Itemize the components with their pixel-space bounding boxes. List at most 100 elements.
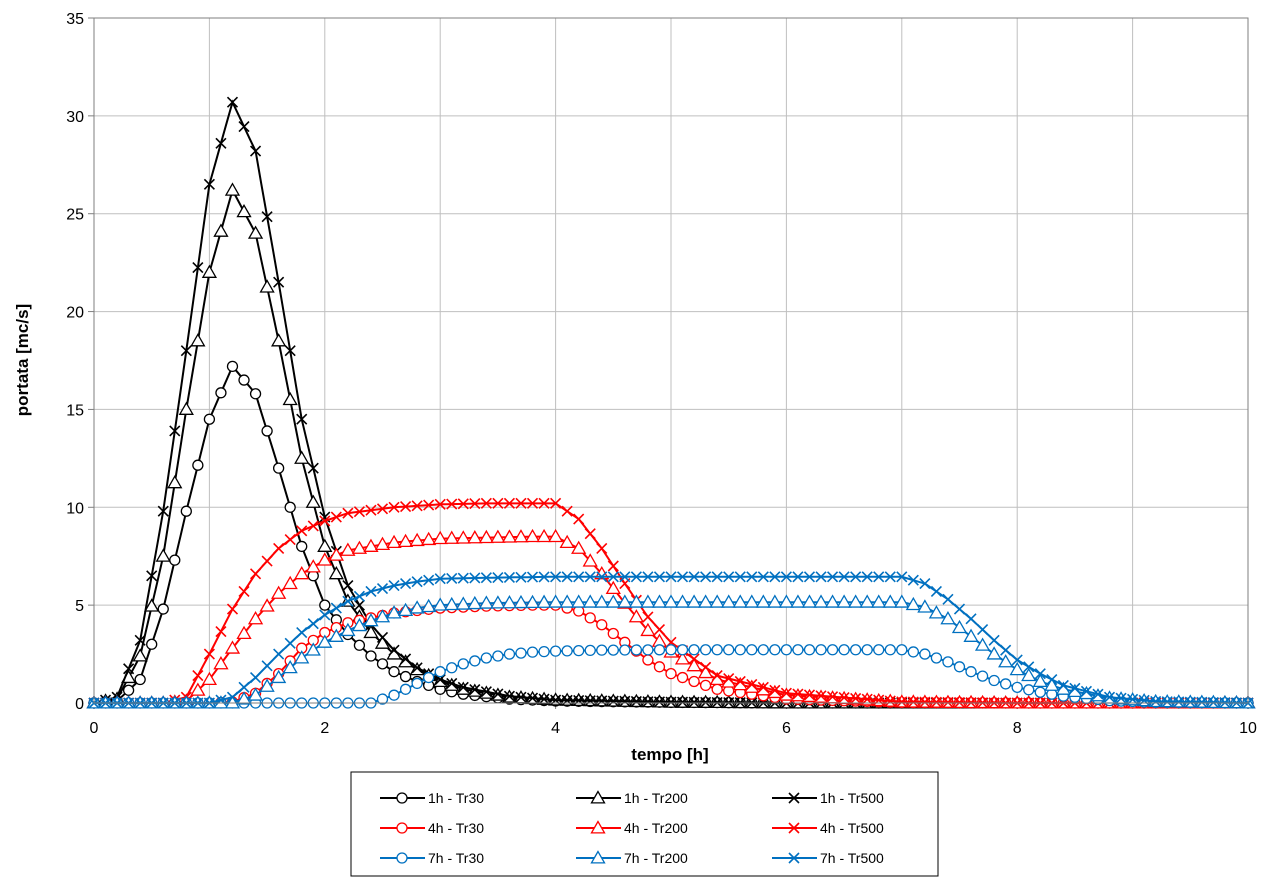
data-point	[155, 548, 171, 562]
data-point	[411, 576, 423, 588]
data-point	[848, 594, 864, 608]
data-point	[850, 571, 862, 583]
data-point	[236, 691, 252, 705]
data-point	[478, 595, 494, 609]
data-point	[296, 540, 308, 553]
data-point	[873, 644, 885, 656]
data-point	[803, 571, 816, 583]
data-point	[330, 602, 342, 614]
data-point	[986, 646, 1002, 660]
data-point	[953, 696, 966, 708]
data-point	[653, 661, 666, 673]
data-point	[584, 695, 596, 707]
legend-marker	[590, 850, 606, 864]
data-point	[571, 594, 587, 608]
data-point	[467, 595, 483, 610]
legend-item: 7h - Tr500	[772, 850, 884, 866]
data-point	[399, 670, 412, 683]
data-point	[271, 585, 287, 599]
data-point	[653, 624, 666, 636]
data-point	[653, 644, 666, 656]
data-point	[386, 605, 402, 619]
data-point	[594, 594, 610, 608]
data-point	[457, 658, 469, 670]
data-point	[1000, 678, 1012, 690]
data-point	[628, 609, 645, 623]
data-point	[815, 571, 827, 583]
data-point	[792, 644, 804, 656]
data-point	[917, 599, 933, 613]
data-point	[365, 504, 377, 516]
data-point	[538, 571, 550, 583]
data-point	[700, 696, 712, 708]
data-point	[238, 374, 250, 386]
data-point	[930, 652, 943, 664]
data-point	[215, 625, 227, 638]
data-point	[974, 637, 991, 651]
data-point	[247, 225, 264, 239]
data-point	[134, 634, 146, 646]
data-point	[1138, 694, 1150, 706]
data-point	[157, 603, 169, 615]
data-point	[374, 609, 391, 623]
data-point	[619, 571, 631, 583]
data-point	[423, 671, 435, 684]
data-point	[640, 594, 656, 608]
data-point	[1057, 679, 1069, 691]
data-point	[444, 530, 460, 544]
data-point	[665, 644, 677, 656]
x-tick-label: 6	[782, 720, 791, 737]
data-point	[942, 593, 954, 605]
data-point	[446, 498, 458, 510]
data-point	[688, 675, 700, 688]
legend-label: 7h - Tr30	[428, 850, 484, 866]
data-point	[226, 360, 239, 373]
data-point	[249, 388, 262, 400]
data-point	[434, 573, 446, 585]
data-point	[640, 622, 656, 637]
data-point	[896, 571, 908, 583]
data-point	[284, 501, 296, 513]
data-point	[169, 425, 181, 437]
data-point	[365, 585, 377, 598]
data-point	[573, 571, 585, 583]
data-point	[423, 574, 435, 586]
data-point	[688, 644, 700, 656]
legend-label: 4h - Tr500	[820, 820, 884, 836]
data-point	[1092, 688, 1104, 700]
data-point	[261, 660, 273, 672]
legend-item: 1h - Tr200	[576, 790, 688, 806]
y-tick-label: 20	[66, 305, 84, 322]
data-point	[723, 644, 735, 656]
data-point	[203, 648, 215, 660]
data-point	[746, 644, 758, 656]
data-point	[261, 425, 273, 437]
data-point	[630, 695, 642, 707]
data-point	[282, 575, 298, 590]
data-point	[538, 497, 550, 509]
data-point	[953, 661, 966, 673]
x-tick-label: 10	[1239, 720, 1257, 737]
data-point	[526, 571, 539, 583]
data-point	[192, 261, 204, 274]
x-tick-label: 8	[1013, 720, 1022, 737]
data-point	[596, 571, 608, 583]
legend-label: 4h - Tr30	[428, 820, 484, 836]
data-point	[780, 571, 792, 583]
data-point	[376, 582, 389, 595]
data-point	[734, 571, 746, 583]
data-point	[236, 625, 252, 640]
data-point	[711, 571, 723, 583]
data-point	[236, 203, 252, 218]
data-point	[665, 696, 677, 708]
data-point	[132, 648, 148, 662]
data-point	[1034, 668, 1046, 680]
data-point	[849, 644, 862, 656]
data-point	[146, 638, 158, 650]
data-point	[605, 580, 621, 595]
data-point	[351, 540, 368, 554]
data-point	[524, 528, 541, 543]
data-point	[178, 401, 194, 415]
data-point	[446, 662, 458, 674]
data-point	[328, 566, 344, 580]
